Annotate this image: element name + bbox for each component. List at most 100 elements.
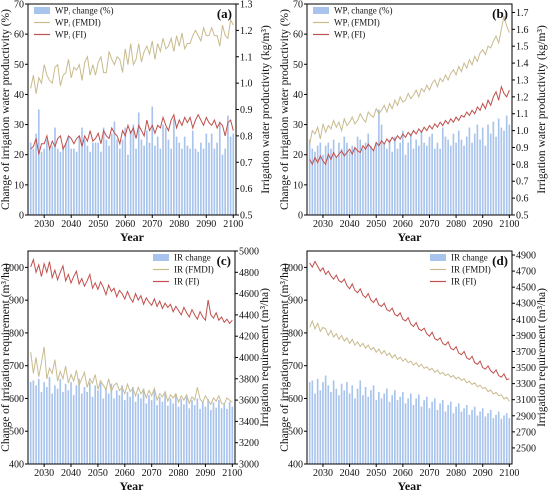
- legend-label: IR (FI): [451, 277, 476, 287]
- x-tick-label: 2050: [366, 468, 386, 479]
- bar: [94, 385, 97, 464]
- x-tick-label: 2040: [340, 468, 360, 479]
- bar: [212, 402, 215, 464]
- y-left-tick-label: 500: [288, 427, 303, 438]
- y-right-tick-label: 0.7: [240, 158, 253, 169]
- bar: [89, 382, 91, 464]
- bar: [484, 145, 487, 215]
- bar: [29, 142, 32, 215]
- x-tick-label: 2060: [115, 219, 135, 230]
- bar: [468, 414, 471, 464]
- y-left-tick-label: 700: [9, 361, 24, 372]
- bar: [447, 405, 449, 464]
- bar: [226, 408, 228, 464]
- y-right-tick-label: 1.3: [516, 75, 529, 86]
- bar: [497, 118, 500, 215]
- legend-label: WPᵢ change (%): [334, 6, 392, 16]
- bar: [479, 139, 481, 215]
- bar: [48, 377, 51, 464]
- bar: [308, 382, 311, 464]
- y-right-tick-label: 4600: [239, 289, 259, 300]
- y-right-tick-label: 4400: [239, 310, 259, 321]
- bar: [45, 386, 48, 464]
- bar: [423, 400, 425, 464]
- bar: [218, 121, 221, 215]
- y-right-tick-label: 1.6: [516, 25, 529, 36]
- bar: [417, 145, 420, 215]
- x-axis-label: Year: [120, 479, 145, 493]
- bar: [162, 124, 164, 215]
- bar: [388, 401, 391, 464]
- bar: [132, 124, 135, 215]
- bar: [444, 136, 447, 215]
- bar: [223, 403, 226, 464]
- x-tick-label: 2080: [446, 219, 466, 230]
- bar: [402, 130, 404, 215]
- bar: [202, 148, 205, 215]
- x-tick-label: 2040: [61, 468, 81, 479]
- x-tick-label: 2090: [473, 468, 493, 479]
- bar: [489, 409, 492, 464]
- y-right-tick-label: 1.4: [516, 59, 529, 70]
- bar: [465, 136, 468, 215]
- bar: [404, 403, 407, 464]
- bar: [362, 395, 364, 464]
- legend-swatch-bar: [34, 7, 50, 14]
- bar: [83, 386, 86, 464]
- x-tick-label: 2100: [499, 219, 519, 230]
- bar: [137, 112, 140, 215]
- bar: [465, 405, 468, 464]
- bar: [380, 124, 383, 215]
- bar: [495, 136, 497, 215]
- bar: [394, 390, 396, 464]
- bar: [463, 145, 465, 215]
- bar: [221, 154, 224, 215]
- y-left-tick-label: 1000: [283, 263, 303, 274]
- legend-label: IR (FMDI): [174, 265, 214, 275]
- bar: [391, 151, 394, 215]
- line-wp-fi: [30, 113, 234, 155]
- y-left-tick-label: 70: [14, 0, 24, 11]
- bar: [359, 139, 362, 215]
- bar: [158, 396, 161, 464]
- bar: [356, 136, 359, 215]
- bar: [188, 408, 191, 464]
- bar: [386, 148, 388, 215]
- bar: [327, 385, 330, 464]
- bar: [191, 400, 193, 464]
- bar: [43, 148, 46, 215]
- line-wp-fi: [309, 84, 510, 166]
- bar: [216, 142, 218, 215]
- bar: [457, 130, 460, 215]
- bar: [146, 130, 148, 215]
- bar: [75, 385, 78, 464]
- x-tick-label: 2050: [88, 468, 108, 479]
- bar: [178, 142, 181, 215]
- bar: [343, 136, 346, 215]
- bar: [420, 406, 423, 464]
- bar: [484, 416, 487, 464]
- bar: [35, 133, 37, 215]
- bar: [372, 148, 375, 215]
- x-tick-label: 2100: [222, 468, 242, 479]
- y-right-tick-label: 1.3: [240, 0, 253, 11]
- x-tick-label: 2090: [473, 219, 493, 230]
- bar: [86, 145, 89, 215]
- y-left-tick-label: 800: [288, 328, 303, 339]
- bar: [110, 133, 113, 215]
- bar: [407, 142, 409, 215]
- bar: [463, 408, 465, 464]
- bar: [80, 393, 83, 464]
- bar: [86, 391, 88, 464]
- y-right-axis-label: Irrigation requirement (m³/ha): [536, 288, 548, 427]
- y-right-tick-label: 5000: [239, 247, 259, 258]
- y-left-tick-label: 400: [288, 460, 303, 471]
- plot-frame: [306, 250, 513, 465]
- bar: [231, 406, 234, 464]
- bar: [436, 142, 439, 215]
- bar: [183, 404, 185, 464]
- bar: [102, 398, 105, 464]
- bar: [417, 394, 420, 464]
- bar: [378, 109, 380, 215]
- x-tick-label: 2050: [88, 219, 108, 230]
